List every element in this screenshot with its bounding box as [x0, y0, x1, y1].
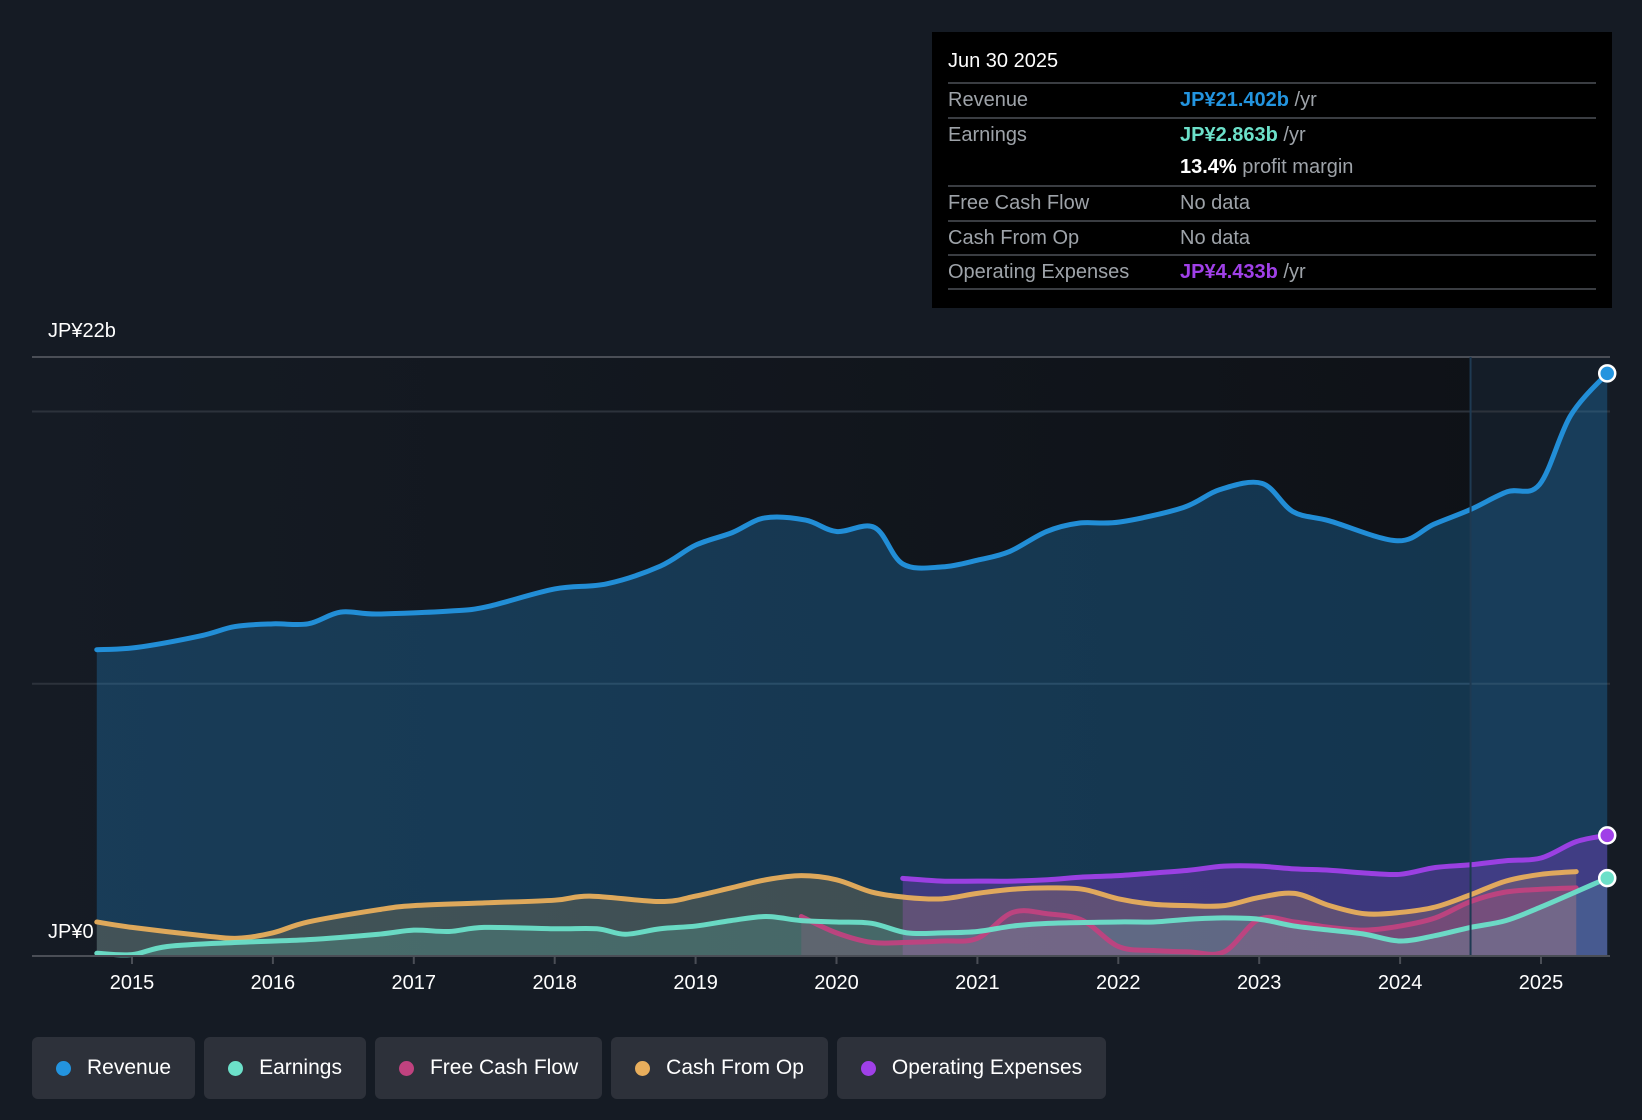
tooltip-row-value: No data: [1180, 192, 1250, 215]
tooltip-value-suffix: /yr: [1277, 261, 1306, 283]
tooltip-row-value: JP¥4.433b /yr: [1180, 261, 1306, 284]
plot-background: [32, 357, 1610, 956]
legend-dot-icon: [635, 1060, 651, 1076]
x-tick-label: 2019: [673, 972, 718, 994]
tooltip-row-label: Revenue: [948, 89, 1029, 111]
tooltip-value-number: JP¥21.402b: [1180, 89, 1289, 111]
tooltip-row-label: Operating Expenses: [948, 261, 1130, 283]
revenue-line: [94, 370, 1610, 653]
x-tick-label: 2016: [250, 972, 296, 994]
tooltip-value-suffix: /yr: [1288, 89, 1317, 111]
x-tick-label: 2017: [391, 972, 437, 994]
cash-from-op-line: [94, 869, 1579, 941]
operating-expenses-line: [900, 832, 1610, 884]
x-tick-label: 2021: [955, 972, 1000, 994]
legend-dot-icon: [398, 1060, 414, 1076]
revenue-area: [96, 373, 1608, 956]
legend-item-free-cash-flow[interactable]: Free Cash Flow: [374, 1037, 603, 1099]
tooltip-row: Operating Expenses JP¥4.433b /yr: [948, 254, 1596, 290]
earnings-end-marker[interactable]: [1597, 868, 1617, 888]
legend-dot-icon: [228, 1060, 244, 1076]
tooltip-value-suffix: /yr: [1277, 124, 1306, 146]
legend-dot-icon: [860, 1060, 876, 1076]
legend-label: Revenue: [87, 1056, 172, 1079]
legend-item-operating-expenses[interactable]: Operating Expenses: [836, 1037, 1107, 1099]
x-tick-label: 2024: [1377, 972, 1423, 994]
legend-item-cash-from-op[interactable]: Cash From Op: [611, 1037, 828, 1099]
tooltip-row: Revenue JP¥21.402b /yr: [948, 82, 1596, 118]
tooltip-row: Cash From Op No data: [948, 220, 1596, 256]
tooltip-row-label: Free Cash Flow: [948, 192, 1090, 214]
legend-dot-icon: [56, 1060, 71, 1076]
earnings-line: [94, 875, 1610, 958]
x-tick-label: 2023: [1236, 972, 1282, 994]
tooltip-value-number: 13.4%: [1180, 156, 1237, 178]
x-tick-label: 2018: [532, 972, 577, 994]
tooltip-value-suffix: No data: [1180, 192, 1251, 214]
tooltip-value-number: JP¥2.863b: [1180, 124, 1278, 146]
tooltip-row: 13.4% profit margin: [948, 151, 1596, 185]
legend: Revenue Earnings Free Cash Flow Cash From O…: [32, 1037, 1107, 1099]
tooltip-date: Jun 30 2025: [948, 50, 1059, 72]
legend-item-earnings[interactable]: Earnings: [204, 1037, 366, 1099]
tooltip-row-value: JP¥21.402b /yr: [1180, 89, 1317, 112]
y-axis-bottom-label: JP¥0: [48, 921, 94, 943]
tooltip-value-suffix: profit margin: [1236, 156, 1354, 178]
tooltip-value-number: JP¥4.433b: [1180, 261, 1278, 283]
cash-from-op-area: [96, 871, 1577, 956]
legend-label: Cash From Op: [666, 1056, 804, 1079]
tooltip-row-value: JP¥2.863b /yr: [1180, 124, 1306, 147]
x-tick-label: 2022: [1096, 972, 1141, 994]
legend-label: Earnings: [259, 1056, 342, 1079]
x-tick-label: 2025: [1518, 972, 1564, 994]
x-tick-label: 2020: [814, 972, 859, 994]
legend-item-revenue[interactable]: Revenue: [32, 1037, 196, 1099]
tooltip-row-value: No data: [1180, 227, 1250, 250]
free-cash-flow-line: [798, 885, 1579, 957]
revenue-end-marker[interactable]: [1597, 364, 1617, 383]
tooltip-value-suffix: No data: [1180, 227, 1251, 249]
operating-expenses-area: [902, 835, 1608, 956]
tooltip-row-value: 13.4% profit margin: [1180, 156, 1353, 179]
legend-label: Free Cash Flow: [429, 1056, 579, 1079]
tooltip-row: Free Cash Flow No data: [948, 185, 1596, 221]
legend-label: Operating Expenses: [891, 1056, 1083, 1079]
tooltip-row-label: Earnings: [948, 124, 1027, 146]
tooltip: Jun 30 2025 Revenue JP¥21.402b /yr Earning…: [932, 32, 1612, 308]
tooltip-row: Earnings JP¥2.863b /yr: [948, 117, 1596, 153]
y-axis-top-label: JP¥22b: [48, 320, 116, 342]
tooltip-row-label: Cash From Op: [948, 227, 1080, 249]
x-tick-label: 2015: [109, 972, 155, 994]
earnings-area: [96, 878, 1608, 956]
operating-expenses-end-marker[interactable]: [1597, 826, 1617, 845]
tooltip-divider: [948, 288, 1596, 290]
